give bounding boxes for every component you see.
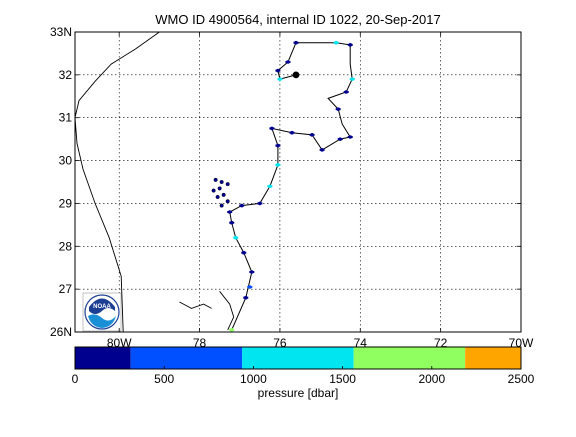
y-tick-label: 32 — [59, 68, 73, 82]
colorbar-bin — [242, 347, 354, 369]
colorbar-tick-label: 2000 — [418, 372, 445, 386]
deployment-cluster — [211, 177, 230, 208]
colorbar-tick-label: 1000 — [240, 372, 267, 386]
colorbar-bin — [130, 347, 243, 369]
cluster-point — [221, 192, 226, 197]
float-track — [229, 42, 353, 331]
colorbar-label: pressure [dbar] — [258, 386, 339, 400]
colorbar — [74, 346, 522, 370]
coastline-segment — [179, 301, 212, 309]
cluster-point — [219, 203, 224, 208]
y-tick-label: 30 — [59, 154, 73, 168]
coastline — [74, 31, 235, 333]
y-tick-label: 27 — [59, 282, 73, 296]
y-tick-label: 28 — [59, 239, 73, 253]
plot-frame — [74, 31, 522, 333]
y-tick-label: 33N — [50, 25, 72, 39]
track-line — [229, 42, 353, 331]
colorbar-ticks: 0 500 1000 1500 2000 2500 — [72, 366, 535, 386]
cluster-point — [213, 177, 218, 182]
logo-text: NOAA — [93, 304, 111, 310]
cluster-point — [215, 194, 220, 199]
colorbar-bin — [353, 347, 466, 369]
colorbar-tick-label: 500 — [154, 372, 174, 386]
latest-position-marker — [292, 71, 300, 79]
y-tick-label: 29 — [59, 196, 73, 210]
y-tick-label: 26N — [50, 325, 72, 339]
cluster-point — [211, 188, 216, 193]
coastline-segment — [219, 291, 235, 331]
cluster-point — [225, 182, 230, 187]
latest-position — [292, 71, 300, 79]
noaa-logo: NOAA — [82, 292, 122, 332]
chart-title: WMO ID 4900564, internal ID 1022, 20-Sep… — [155, 12, 440, 27]
colorbar-bin — [465, 347, 521, 369]
cluster-point — [219, 179, 224, 184]
y-tick-label: 31 — [59, 111, 73, 125]
coastline-segment — [74, 31, 160, 333]
colorbar-frame — [74, 346, 522, 370]
colorbar-tick-label: 1500 — [329, 372, 356, 386]
cluster-point — [225, 199, 230, 204]
colorbar-bin — [75, 347, 131, 369]
y-axis: 26N 27 28 29 30 31 32 33N — [50, 25, 521, 339]
colorbar-tick-label: 0 — [72, 372, 79, 386]
cluster-point — [217, 186, 222, 191]
colorbar-tick-label: 2500 — [508, 372, 535, 386]
